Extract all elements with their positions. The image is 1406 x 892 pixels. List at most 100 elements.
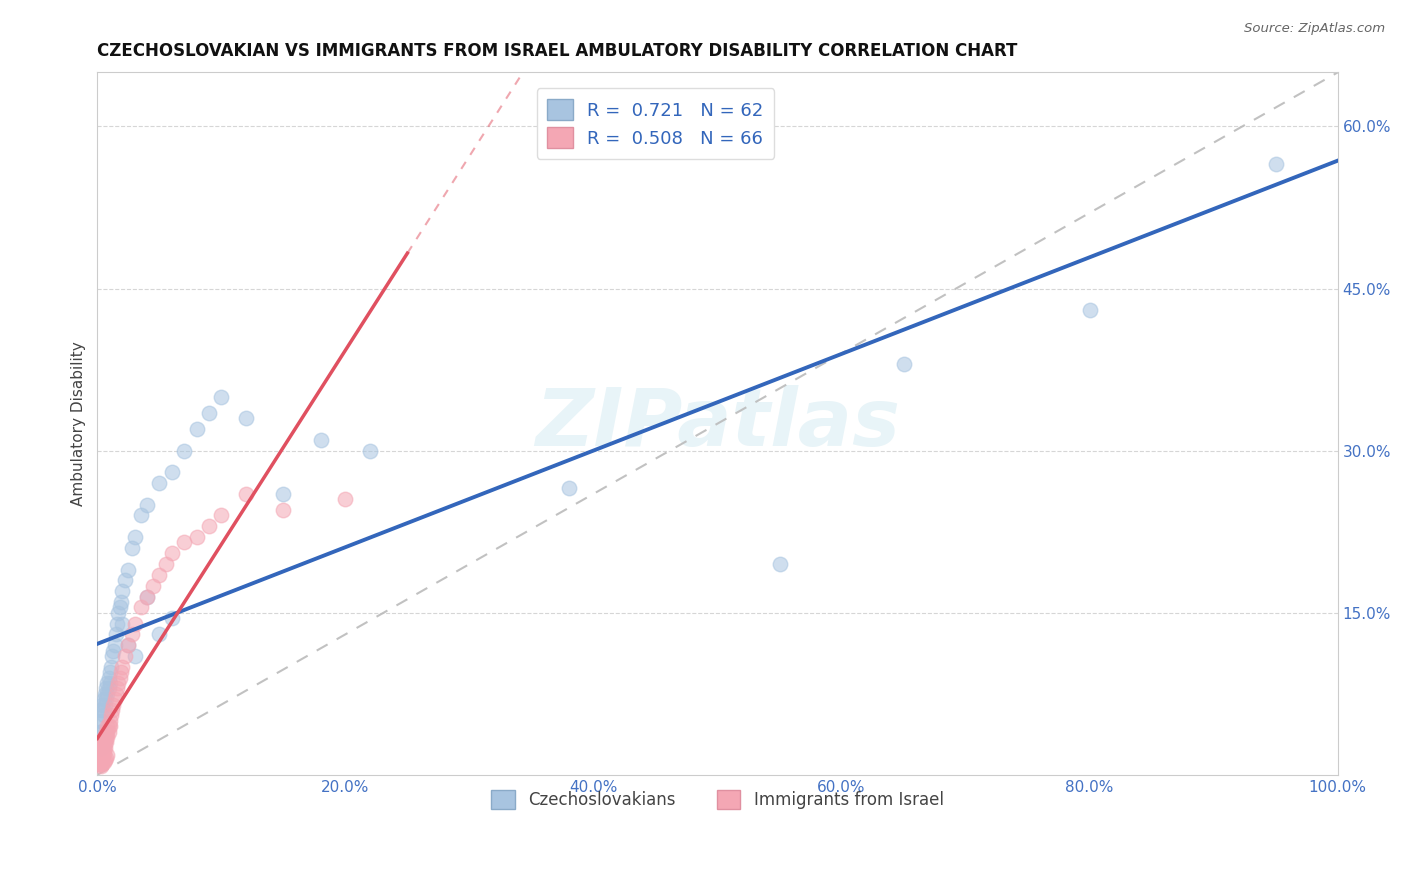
Point <box>186 530 208 544</box>
Point <box>173 535 195 549</box>
Point <box>117 562 139 576</box>
Point <box>108 671 131 685</box>
Point <box>87 757 110 772</box>
Point <box>111 659 134 673</box>
Point <box>101 703 124 717</box>
Point <box>101 648 124 663</box>
Point <box>98 714 121 728</box>
Point <box>93 735 115 749</box>
Point <box>160 465 183 479</box>
Point <box>97 671 120 685</box>
Point <box>94 727 117 741</box>
Point <box>309 433 332 447</box>
Point <box>87 746 110 760</box>
Point <box>89 746 111 760</box>
Point <box>108 600 131 615</box>
Point <box>97 681 120 696</box>
Point <box>91 735 114 749</box>
Point <box>105 681 128 696</box>
Point <box>91 698 114 712</box>
Point <box>235 411 257 425</box>
Point <box>100 659 122 673</box>
Point <box>114 648 136 663</box>
Point <box>155 557 177 571</box>
Point <box>121 627 143 641</box>
Point <box>160 546 183 560</box>
Point <box>136 590 159 604</box>
Point <box>96 676 118 690</box>
Point <box>107 606 129 620</box>
Point <box>89 751 111 765</box>
Point <box>98 719 121 733</box>
Point <box>93 746 115 760</box>
Point <box>97 719 120 733</box>
Point <box>110 665 132 680</box>
Point <box>91 735 114 749</box>
Point <box>103 643 125 657</box>
Point <box>105 616 128 631</box>
Point <box>87 751 110 765</box>
Point <box>96 730 118 744</box>
Point <box>97 724 120 739</box>
Point <box>104 692 127 706</box>
Point <box>91 740 114 755</box>
Point <box>136 498 159 512</box>
Text: ZIPatlas: ZIPatlas <box>536 384 900 463</box>
Point <box>209 508 232 523</box>
Point <box>87 730 110 744</box>
Point <box>94 735 117 749</box>
Point <box>90 740 112 755</box>
Point <box>93 740 115 755</box>
Point <box>148 627 170 641</box>
Point <box>94 692 117 706</box>
Point <box>160 611 183 625</box>
Point <box>93 708 115 723</box>
Point <box>110 595 132 609</box>
Point <box>91 746 114 760</box>
Point <box>94 681 117 696</box>
Point <box>96 748 118 763</box>
Text: CZECHOSLOVAKIAN VS IMMIGRANTS FROM ISRAEL AMBULATORY DISABILITY CORRELATION CHAR: CZECHOSLOVAKIAN VS IMMIGRANTS FROM ISRAE… <box>97 42 1018 60</box>
Point <box>90 740 112 755</box>
Point <box>89 714 111 728</box>
Point <box>209 390 232 404</box>
Point <box>94 740 117 755</box>
Point <box>93 755 115 769</box>
Point <box>94 687 117 701</box>
Point <box>124 616 146 631</box>
Point <box>129 600 152 615</box>
Point <box>91 751 114 765</box>
Point <box>148 476 170 491</box>
Point <box>90 751 112 765</box>
Y-axis label: Ambulatory Disability: Ambulatory Disability <box>72 342 86 506</box>
Point <box>96 687 118 701</box>
Point <box>124 530 146 544</box>
Point <box>93 730 115 744</box>
Point <box>173 443 195 458</box>
Point <box>89 724 111 739</box>
Point <box>89 740 111 755</box>
Point <box>335 492 357 507</box>
Text: Source: ZipAtlas.com: Source: ZipAtlas.com <box>1244 22 1385 36</box>
Point <box>94 750 117 764</box>
Point <box>768 557 790 571</box>
Point <box>90 703 112 717</box>
Point <box>96 719 118 733</box>
Point <box>273 487 295 501</box>
Point <box>94 735 117 749</box>
Point <box>94 730 117 744</box>
Point <box>1264 157 1286 171</box>
Point <box>111 616 134 631</box>
Point <box>117 638 139 652</box>
Point <box>136 590 159 604</box>
Point <box>198 519 221 533</box>
Point <box>104 627 127 641</box>
Point <box>93 703 115 717</box>
Point <box>114 574 136 588</box>
Legend: Czechoslovakians, Immigrants from Israel: Czechoslovakians, Immigrants from Israel <box>485 783 950 815</box>
Point <box>94 698 117 712</box>
Point <box>90 759 112 773</box>
Point <box>359 443 381 458</box>
Point <box>90 746 112 760</box>
Point <box>90 757 112 772</box>
